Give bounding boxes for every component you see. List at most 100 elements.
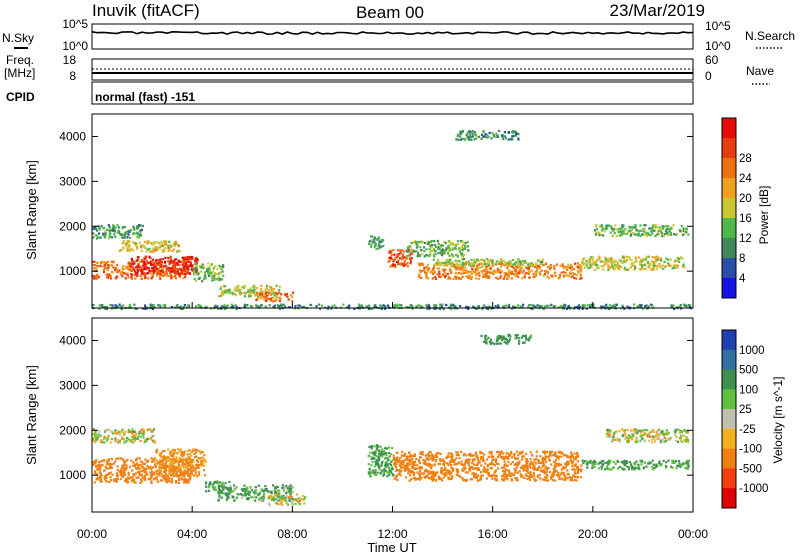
data-cell: [178, 461, 181, 464]
data-cell: [291, 486, 294, 489]
data-cell: [98, 304, 102, 307]
data-cell: [416, 241, 419, 244]
data-cell: [448, 473, 452, 476]
data-cell: [272, 484, 275, 487]
data-cell: [97, 433, 100, 436]
data-cell: [186, 478, 189, 481]
data-cell: [145, 260, 148, 263]
data-cell: [526, 267, 529, 270]
data-cell: [375, 444, 379, 447]
data-cell: [159, 466, 162, 469]
data-cell: [504, 275, 507, 278]
data-cell: [185, 259, 188, 263]
data-cell: [260, 297, 263, 300]
data-cell: [376, 471, 379, 474]
data-cell: [187, 479, 190, 482]
data-cell: [546, 304, 549, 307]
data-cell: [457, 462, 460, 465]
data-cell: [208, 265, 211, 268]
data-cell: [137, 270, 140, 273]
data-cell: [610, 258, 613, 261]
data-cell: [465, 454, 468, 457]
data-cell: [463, 242, 466, 245]
data-cell: [654, 224, 657, 227]
data-cell: [614, 462, 617, 465]
data-cell: [207, 269, 210, 272]
data-cell: [574, 455, 577, 459]
data-cell: [103, 430, 107, 433]
data-cell: [273, 492, 277, 495]
data-cell: [643, 224, 646, 227]
data-cell: [510, 137, 513, 140]
data-cell: [429, 253, 432, 256]
data-cell: [464, 271, 467, 274]
data-cell: [92, 461, 95, 464]
data-cell: [444, 268, 447, 271]
data-cell: [570, 269, 573, 272]
data-cell: [248, 493, 251, 496]
data-cell: [153, 471, 156, 474]
data-cell: [570, 455, 573, 458]
data-cell: [208, 483, 211, 486]
data-cell: [453, 459, 456, 462]
data-cell: [228, 492, 231, 495]
data-cell: [96, 467, 100, 471]
data-cell: [460, 245, 463, 248]
data-cell: [176, 272, 179, 275]
data-cell: [576, 455, 579, 458]
data-cell: [148, 478, 151, 481]
data-cell: [583, 262, 586, 265]
data-cell: [492, 261, 495, 264]
data-cell: [631, 468, 634, 471]
data-cell: [105, 273, 108, 276]
data-cell: [125, 440, 128, 443]
data-cell: [176, 268, 180, 271]
data-cell: [220, 307, 223, 310]
data-cell: [417, 478, 420, 481]
data-cell: [224, 289, 227, 292]
data-cell: [420, 269, 423, 273]
data-cell: [146, 465, 149, 468]
data-cell: [494, 263, 498, 266]
data-cell: [456, 267, 459, 271]
data-cell: [136, 246, 139, 249]
data-cell: [456, 253, 459, 256]
data-cell: [170, 274, 173, 277]
data-cell: [117, 229, 120, 232]
data-cell: [98, 430, 101, 433]
data-cell: [177, 477, 180, 480]
data-cell: [146, 473, 149, 476]
data-cell: [113, 233, 116, 236]
data-cell: [281, 484, 285, 487]
data-cell: [669, 227, 672, 230]
data-cell: [384, 307, 387, 310]
data-cell: [212, 482, 215, 485]
data-cell: [444, 274, 447, 277]
data-cell: [459, 277, 462, 280]
data-cell: [502, 470, 505, 473]
data-cell: [523, 476, 526, 479]
data-cell: [109, 233, 112, 236]
data-cell: [123, 471, 126, 474]
data-cell: [487, 263, 491, 267]
data-cell: [478, 274, 481, 277]
data-cell: [278, 288, 281, 291]
data-cell: [152, 428, 155, 431]
data-cell: [377, 247, 380, 250]
data-cell: [513, 452, 516, 456]
data-cell: [167, 260, 170, 263]
data-cell: [451, 475, 454, 478]
data-cell: [562, 267, 565, 270]
data-cell: [394, 265, 397, 269]
data-cell: [119, 478, 122, 481]
data-cell: [591, 466, 594, 470]
data-cell: [162, 464, 165, 468]
data-cell: [284, 294, 287, 297]
data-cell: [528, 465, 531, 468]
data-cell: [265, 298, 269, 301]
data-cell: [143, 462, 146, 465]
data-cell: [578, 307, 581, 310]
data-cell: [411, 241, 415, 244]
data-cell: [181, 462, 184, 465]
